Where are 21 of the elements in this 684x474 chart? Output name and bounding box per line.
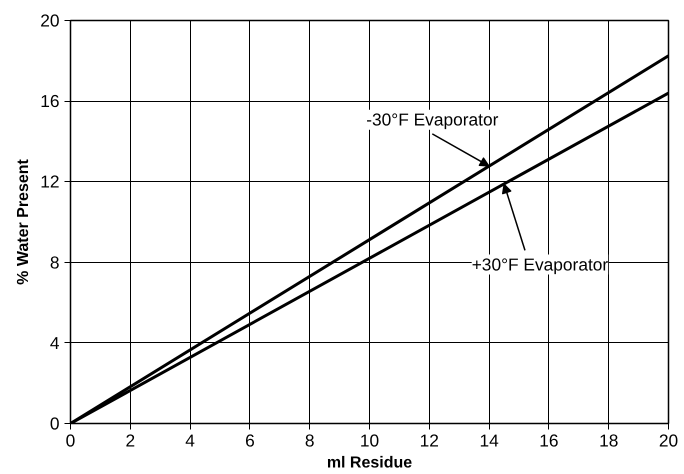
x-tick-label: 4 bbox=[185, 430, 196, 450]
text: +30°F Evaporator bbox=[472, 254, 608, 275]
x-tick-label: 6 bbox=[245, 430, 255, 450]
x-axis-title: ml Residue bbox=[326, 454, 412, 472]
series-label: -30°F Evaporator bbox=[366, 110, 499, 130]
y-axis-title: % Water Present bbox=[15, 158, 32, 285]
x-tick-label: 18 bbox=[599, 430, 618, 450]
y-tick-label: 12 bbox=[40, 172, 60, 192]
x-tick-label: 12 bbox=[420, 430, 439, 450]
x-tick-label: 0 bbox=[66, 430, 76, 450]
y-tick-label: 0 bbox=[50, 414, 60, 434]
x-tick-label: 16 bbox=[539, 430, 559, 450]
x-tick-label: 2 bbox=[125, 430, 136, 450]
x-tick-label: 20 bbox=[658, 430, 678, 450]
x-tick-label: 8 bbox=[304, 430, 315, 450]
y-tick-label: 4 bbox=[50, 332, 60, 353]
y-tick-label: 8 bbox=[50, 252, 60, 272]
x-tick-label: 10 bbox=[360, 430, 380, 450]
y-tick-label: 16 bbox=[40, 91, 60, 112]
y-tick-label: 20 bbox=[40, 10, 60, 30]
x-tick-label: 14 bbox=[479, 430, 500, 450]
